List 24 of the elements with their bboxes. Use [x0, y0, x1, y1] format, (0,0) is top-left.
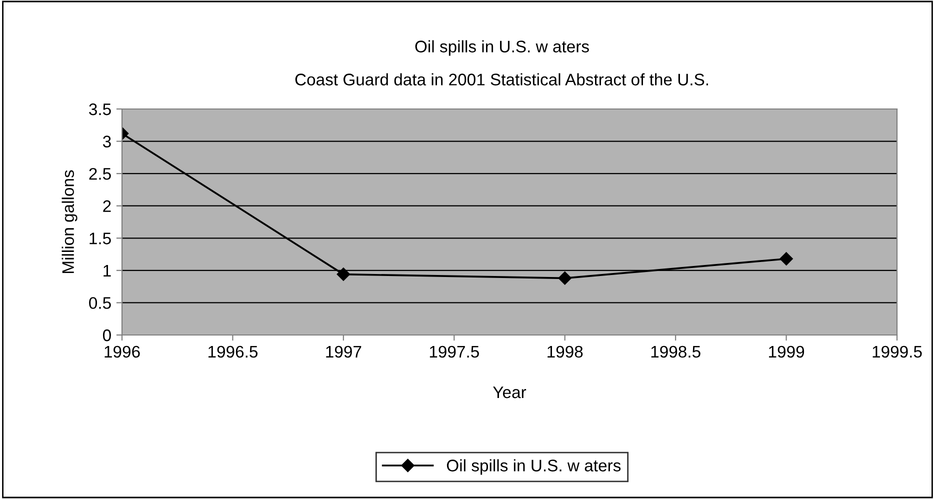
y-axis-title: Million gallons — [62, 170, 78, 273]
y-tick-label: 3 — [102, 136, 111, 148]
x-axis-title: Year — [493, 386, 526, 398]
point — [558, 272, 572, 285]
x-tick-label: 1999 — [769, 346, 804, 358]
x-tick-label: 1998 — [548, 346, 583, 358]
y-tick-label: 1.5 — [90, 232, 111, 244]
chart-title: Oil spills in U.S. w aters — [415, 40, 589, 56]
y-tick-label: 0 — [102, 329, 111, 342]
x-tick-label: 1999.5 — [872, 346, 922, 358]
y-tick-label: 1 — [104, 265, 111, 276]
x-tick-label: 1997.5 — [430, 346, 479, 358]
y-tick-label: 2 — [103, 200, 111, 212]
x-tick-label: 1998.5 — [651, 346, 700, 358]
x-tick-label: 1996 — [104, 346, 140, 358]
chart-subtitle: Coast Guard data in 2001 Statistical Abstract of the U.S. — [295, 73, 708, 86]
y-tick-label: 2.5 — [89, 168, 111, 180]
y-tick-label: 0.5 — [89, 297, 111, 309]
x-tick-label: 1996.5 — [208, 346, 258, 358]
x-tick-label: 1997 — [326, 346, 362, 358]
point — [780, 252, 793, 266]
point — [336, 268, 350, 281]
y-tick-label: 3.5 — [89, 103, 111, 116]
legend-label: Oil spills in U.S. w aters — [446, 459, 621, 475]
